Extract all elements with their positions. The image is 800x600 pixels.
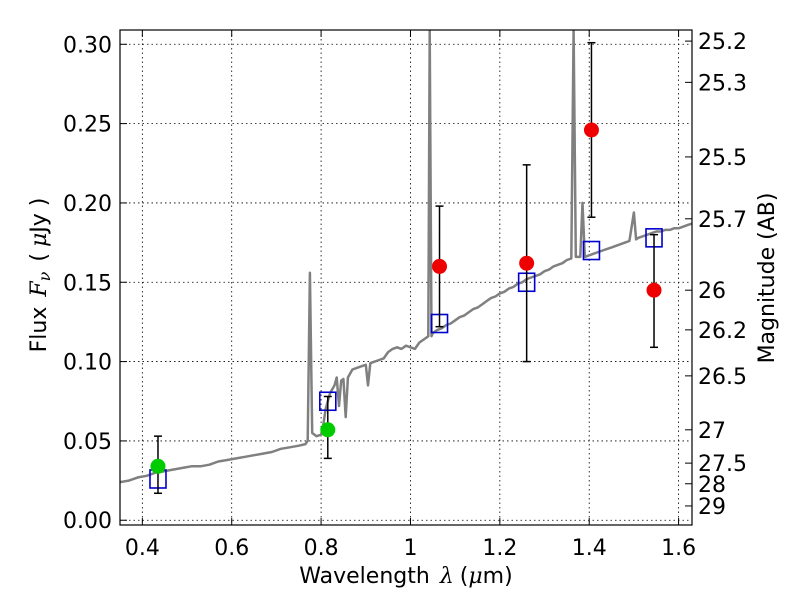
grid-lines (120, 30, 692, 525)
y2-tick-label: 27 (698, 419, 726, 444)
model-spectrum (120, 30, 692, 484)
x-tick-label: 1.6 (661, 536, 696, 561)
x-tick-label: 1.4 (572, 536, 607, 561)
observed-flux-point (519, 255, 535, 271)
y2-tick-label: 26.2 (698, 319, 747, 344)
y2-tick-label: 25.7 (698, 208, 747, 233)
photometry-points (149, 41, 663, 495)
y2-tick-label: 28 (698, 473, 726, 498)
x-tick-label: 1 (403, 536, 417, 561)
observed-flux-point (150, 458, 166, 474)
x-tick-label: 0.6 (214, 536, 249, 561)
observed-flux-point (646, 282, 662, 298)
model-spectrum-line (120, 30, 692, 484)
observed-flux-point (320, 422, 336, 438)
plot-frame (119, 29, 693, 526)
observed-flux-point (432, 258, 448, 274)
model-flux-square (582, 240, 601, 261)
y-tick-label: 0.00 (63, 509, 112, 534)
y2-tick-label: 25.3 (698, 71, 747, 96)
axis-ticks: 0.4 0.6 0.8 1 1.2 1.4 1.6 0.00 0.05 0.10 0.15 0.20 0… (63, 30, 747, 561)
y2-tick-label: 25.5 (698, 146, 747, 171)
y2-axis-label: Magnitude (AB) (755, 193, 780, 364)
y-tick-label: 0.05 (63, 430, 112, 455)
y2-tick-label: 27.5 (698, 452, 747, 477)
observed-flux-point (583, 122, 599, 138)
y2-tick-label: 25.2 (698, 30, 747, 55)
y2-tick-label: 26.5 (698, 365, 747, 390)
y-axis-label: FluxFν(μJy ) (27, 198, 54, 353)
x-axis-label: Wavelength λ (μm) (299, 564, 512, 589)
y-tick-label: 0.15 (63, 271, 112, 296)
x-tick-label: 0.4 (125, 536, 160, 561)
y-tick-label: 0.30 (63, 33, 112, 58)
y-tick-label: 0.20 (63, 192, 112, 217)
y2-tick-label: 26 (698, 279, 726, 304)
y-tick-label: 0.10 (63, 351, 112, 376)
y2-tick-label: 29 (698, 495, 726, 520)
x-tick-label: 1.2 (482, 536, 517, 561)
x-tick-label: 0.8 (304, 536, 339, 561)
y-tick-label: 0.25 (63, 113, 112, 138)
